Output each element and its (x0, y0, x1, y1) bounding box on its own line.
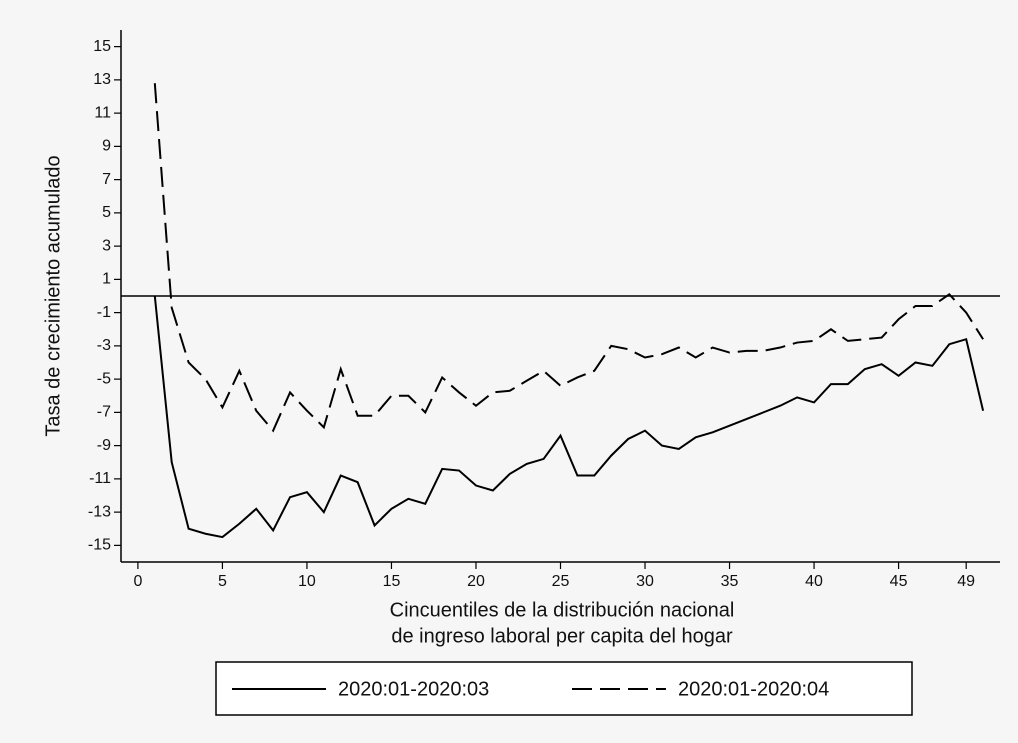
x-tick-label: 49 (957, 573, 975, 590)
y-tick-label: -3 (97, 337, 111, 354)
x-tick-label: 45 (890, 573, 908, 590)
x-tick-label: 35 (721, 573, 739, 590)
x-tick-label: 30 (636, 573, 654, 590)
x-tick-label: 25 (552, 573, 570, 590)
y-tick-label: 11 (94, 104, 111, 121)
y-tick-label: -1 (97, 304, 111, 321)
y-tick-label: -13 (88, 503, 111, 520)
line-series (153, 295, 985, 539)
y-tick-label: 3 (102, 237, 111, 254)
x-tick-label: 5 (218, 573, 227, 590)
y-tick-label: -9 (97, 437, 111, 454)
y-tick-label: 9 (102, 138, 111, 155)
y-tick-label: -5 (97, 370, 111, 387)
y-tick-label: 13 (93, 71, 111, 88)
y-tick-label: -11 (89, 470, 111, 487)
y-tick-label: -15 (88, 537, 111, 554)
x-tick-label: 15 (383, 573, 401, 590)
y-tick-label: 5 (102, 204, 111, 221)
legend-label: 2020:01-2020:03 (338, 678, 489, 700)
x-tick-label: 40 (805, 573, 823, 590)
x-axis-title: de ingreso laboral per capita del hogar (391, 625, 733, 647)
x-tick-label: 10 (298, 573, 316, 590)
y-tick-label: 1 (102, 271, 111, 288)
y-tick-label: 15 (93, 38, 111, 55)
y-tick-label: -7 (97, 404, 111, 421)
x-axis-title: Cincuentiles de la distribución nacional (390, 599, 735, 621)
line-series (153, 83, 984, 433)
x-tick-label: 0 (133, 573, 142, 590)
legend-label: 2020:01-2020:04 (678, 678, 829, 700)
x-tick-label: 20 (467, 573, 485, 590)
y-tick-label: 7 (102, 171, 111, 188)
legend (215, 661, 913, 716)
y-axis-title: Tasa de crecimiento acumulado (42, 155, 64, 436)
